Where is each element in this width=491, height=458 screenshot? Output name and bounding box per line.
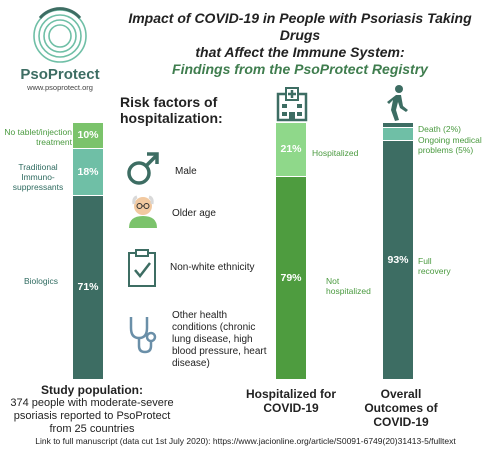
bar-segment: 79% <box>276 176 306 379</box>
study-population-subtitle: 374 people with moderate-severe psoriasi… <box>10 397 174 435</box>
hospital-icon <box>276 87 308 122</box>
bar-segment: 93% <box>383 140 413 379</box>
title-line-1: Impact of COVID-19 in People with Psoria… <box>128 10 472 43</box>
outcomes-title: Overall Outcomes of COVID-19 <box>364 387 438 429</box>
bar-value-label: 93% <box>387 253 409 266</box>
series-label-biologics: Biologics <box>23 276 59 286</box>
series-label-ongoing: Ongoing medical problems (5%) <box>418 135 482 155</box>
bar-value-label: 18% <box>77 165 99 178</box>
manuscript-link[interactable]: Link to full manuscript (data cut 1st Ju… <box>35 436 456 446</box>
elderly-person-icon <box>129 195 157 228</box>
study-population-bar: 10% 18% 71% <box>73 123 103 380</box>
bar-value-label: 10% <box>77 129 99 142</box>
risk-label-older-age: Older age <box>172 208 216 219</box>
bar-segment <box>383 128 413 140</box>
bar-segment: 18% <box>73 148 103 195</box>
title-line-2: that Affect the Immune System: <box>195 44 405 60</box>
logo-name: PsoProtect <box>20 66 100 83</box>
series-label-death: Death (2%) <box>418 124 461 134</box>
series-label-full-recovery: Full recovery <box>418 256 451 276</box>
psoprotect-logo-icon <box>33 7 87 63</box>
series-label-no-treatment: No tablet/injection treatment <box>4 127 72 147</box>
risk-factors-title: Risk factors of hospitalization: <box>120 94 223 126</box>
checklist-form-icon <box>128 249 156 287</box>
logo-url[interactable]: www.psoprotect.org <box>27 83 93 92</box>
risk-label-male: Male <box>175 166 197 177</box>
bar-value-label: 21% <box>280 143 302 156</box>
bar-segment: 71% <box>73 195 103 379</box>
series-label-hospitalized: Hospitalized <box>312 148 359 158</box>
outcomes-bar: 93% <box>383 123 413 380</box>
series-label-traditional: Traditional Immuno-suppressants <box>12 162 64 192</box>
study-population-title: Study population: <box>41 383 143 397</box>
male-symbol-icon <box>127 152 159 185</box>
title-line-3: Findings from the PsoProtect Registry <box>172 61 428 77</box>
bar-segment: 21% <box>276 123 306 176</box>
risk-label-ethnicity: Non-white ethnicity <box>170 262 255 273</box>
stethoscope-icon <box>129 317 157 354</box>
bar-segment <box>383 123 413 128</box>
walking-person-icon <box>387 85 408 121</box>
bar-segment: 10% <box>73 123 103 148</box>
bar-value-label: 71% <box>77 281 99 294</box>
risk-label-health-conditions: Other health conditions (chronic lung di… <box>172 310 267 369</box>
hospitalized-title: Hospitalized for COVID-19 <box>245 387 336 415</box>
hospitalized-bar: 21% 79% <box>276 123 306 380</box>
page-title: Impact of COVID-19 in People with Psoria… <box>112 10 488 78</box>
bar-value-label: 79% <box>280 271 302 284</box>
series-label-not-hospitalized: Not hospitalized <box>326 276 371 296</box>
